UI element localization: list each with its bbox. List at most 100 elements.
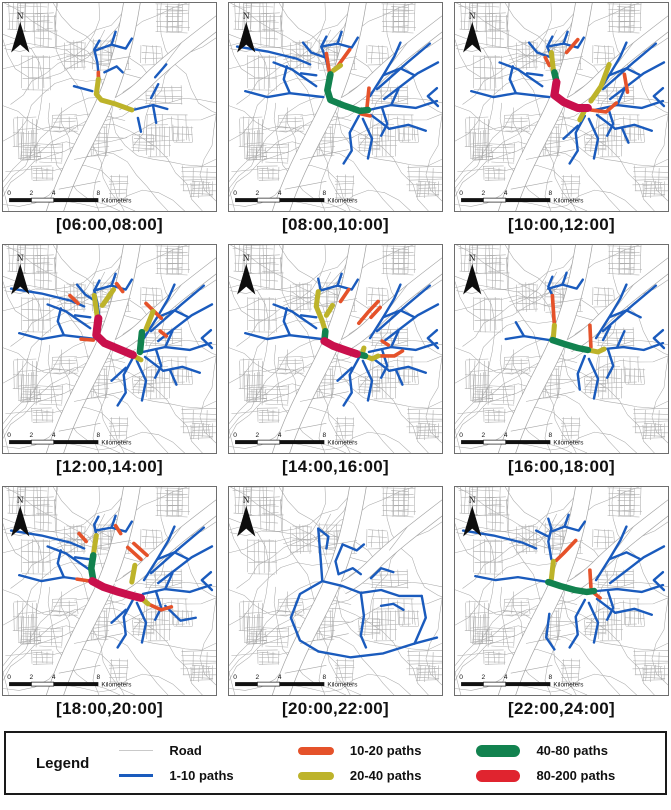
scale-unit-label: Kilometers xyxy=(553,197,583,204)
scale-tick: 8 xyxy=(97,432,101,439)
scale-segment xyxy=(461,198,484,203)
scale-tick: 8 xyxy=(97,190,101,197)
scale-tick: 0 xyxy=(233,190,237,197)
legend-swatch-20-40-paths xyxy=(297,771,334,780)
scale-segment xyxy=(235,682,258,687)
scale-tick: 0 xyxy=(7,432,11,439)
scale-tick: 0 xyxy=(7,674,11,681)
scale-segment xyxy=(53,440,99,445)
legend-swatch-1-10-paths xyxy=(119,773,154,778)
north-arrow-icon: N xyxy=(11,495,30,537)
path-overlays xyxy=(504,271,666,400)
scale-segment xyxy=(483,439,507,445)
scale-tick: 8 xyxy=(549,432,553,439)
legend-label: 1-10 paths xyxy=(169,768,234,783)
scale-tick: 2 xyxy=(256,190,260,197)
time-interval-label: [18:00,20:00] xyxy=(56,699,163,718)
legend-swatch-10-20-paths xyxy=(297,746,334,755)
scale-tick: 0 xyxy=(7,190,11,197)
legend-title: Legend xyxy=(36,754,90,772)
path-overlays xyxy=(289,527,439,659)
north-arrow-icon: N xyxy=(463,253,482,295)
north-arrow-glyph xyxy=(463,505,482,537)
scale-segment xyxy=(483,197,507,203)
legend-label: 20-40 paths xyxy=(349,768,422,783)
scale-unit-label: Kilometers xyxy=(553,681,583,688)
map-panel-14001600: N 0 2 4 8 Kilometers [14:00,16:00] xyxy=(228,244,443,482)
scale-segment xyxy=(53,198,99,203)
scale-tick: 0 xyxy=(459,190,463,197)
path-overlays xyxy=(470,30,666,165)
scale-tick: 2 xyxy=(482,190,486,197)
scale-tick: 8 xyxy=(549,190,553,197)
north-label: N xyxy=(469,11,476,21)
scale-tick: 8 xyxy=(323,190,327,197)
legend-item-20-40-paths: 20-40 paths xyxy=(297,768,477,783)
north-label: N xyxy=(243,11,250,21)
legend-label: 10-20 paths xyxy=(349,743,422,758)
scale-tick: 2 xyxy=(482,432,486,439)
legend-item-40-80-paths: 40-80 paths xyxy=(476,743,655,758)
scale-segment xyxy=(9,198,32,203)
legend-item-road: Road xyxy=(119,743,298,758)
north-label: N xyxy=(17,11,24,21)
scale-segment xyxy=(279,682,325,687)
legend-label: 40-80 paths xyxy=(536,743,608,758)
scale-unit-label: Kilometers xyxy=(101,681,131,688)
scale-tick: 8 xyxy=(97,674,101,681)
map-panel-12001400: N 0 2 4 8 Kilometers [12:00,14:00] xyxy=(2,244,217,482)
north-arrow-icon: N xyxy=(463,495,482,537)
scale-tick: 2 xyxy=(30,674,34,681)
scale-unit-label: Kilometers xyxy=(553,439,583,446)
legend-label: 80-200 paths xyxy=(536,768,616,783)
path-overlays xyxy=(9,514,214,649)
scale-segment xyxy=(257,439,281,445)
scale-segment xyxy=(31,439,55,445)
scale-tick: 4 xyxy=(52,190,56,197)
scale-segment xyxy=(461,682,484,687)
scale-unit-label: Kilometers xyxy=(327,439,357,446)
north-label: N xyxy=(469,253,476,263)
scale-segment xyxy=(31,197,55,203)
north-label: N xyxy=(243,253,250,263)
north-arrow-icon: N xyxy=(11,11,30,53)
north-arrow-glyph xyxy=(237,505,256,537)
north-label: N xyxy=(469,495,476,505)
time-interval-label: [08:00,10:00] xyxy=(282,215,389,234)
legend-label: Road xyxy=(169,743,202,758)
time-interval-label: [14:00,16:00] xyxy=(282,457,389,476)
scale-tick: 0 xyxy=(233,674,237,681)
map-panel-20002200: N 0 2 4 8 Kilometers [20:00,22:00] xyxy=(228,486,443,724)
north-arrow-icon: N xyxy=(237,253,256,295)
scale-tick: 2 xyxy=(30,190,34,197)
map-panel-06000800: N 0 2 4 8 Kilometers [06:00,08:00] xyxy=(2,2,217,240)
north-arrow-glyph xyxy=(463,21,482,53)
scale-tick: 4 xyxy=(504,190,508,197)
time-interval-label: [10:00,12:00] xyxy=(508,215,615,234)
map-panel-08001000: N 0 2 4 8 Kilometers [08:00,10:00] xyxy=(228,2,443,240)
map-grid: N 0 2 4 8 Kilometers [06:00,08:00] N 0 2 4 8 Kilomet… xyxy=(2,2,669,724)
legend-swatch-40-80-paths xyxy=(476,744,521,757)
scale-tick: 2 xyxy=(482,674,486,681)
north-arrow-glyph xyxy=(11,21,30,53)
scale-segment xyxy=(505,440,551,445)
scale-tick: 4 xyxy=(52,674,56,681)
scale-segment xyxy=(9,440,32,445)
scale-unit-label: Kilometers xyxy=(101,197,131,204)
scale-unit-label: Kilometers xyxy=(327,197,357,204)
legend-item-80-200-paths: 80-200 paths xyxy=(476,768,655,783)
legend-swatch-80-200-paths xyxy=(476,769,521,782)
scale-segment xyxy=(461,440,484,445)
map-panel-10001200: N 0 2 4 8 Kilometers [10:00,12:00] xyxy=(454,2,669,240)
scale-tick: 4 xyxy=(504,674,508,681)
